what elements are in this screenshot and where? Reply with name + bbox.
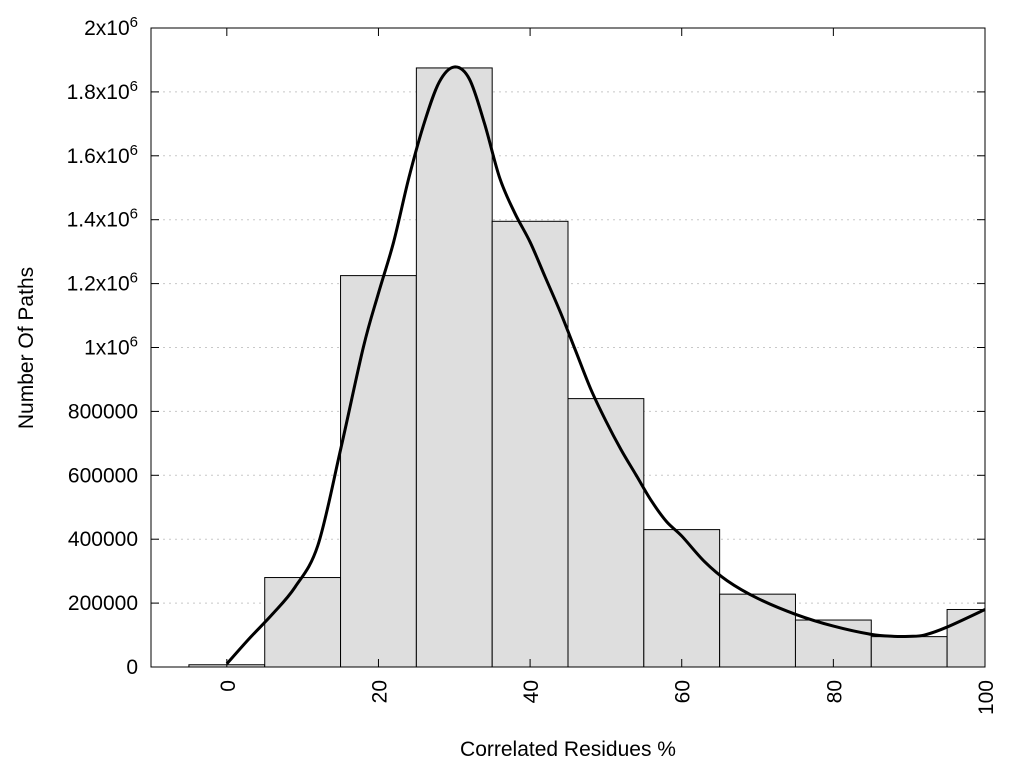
histogram-bar: [643, 529, 721, 668]
x-tick-label: 100: [975, 680, 998, 715]
histogram-bar: [567, 398, 645, 668]
x-tick-label: 40: [520, 680, 543, 703]
y-tick-label: 200000: [68, 592, 138, 615]
x-axis-ticks: 0 20 40 60 80 100: [217, 28, 998, 715]
y-axis-ticks: 0 200000 400000 600000 800000 1x106 1.2x106 1.4…: [67, 14, 985, 679]
y-axis-title: Number Of Paths: [15, 267, 38, 429]
histogram-bar: [264, 577, 342, 668]
y-tick-label: 1x106: [84, 334, 138, 360]
y-tick-label: 400000: [68, 528, 138, 551]
x-tick-label: 80: [823, 680, 846, 703]
x-axis-title: Correlated Residues %: [460, 738, 676, 761]
y-tick-label: 1.2x106: [67, 270, 138, 296]
y-tick-label: 1.8x106: [67, 78, 138, 104]
y-tick-label: 1.6x106: [67, 142, 138, 168]
x-tick-label: 0: [217, 680, 240, 692]
y-tick-label: 2x106: [84, 14, 138, 40]
histogram-bar: [719, 593, 796, 668]
y-tick-label: 1.4x106: [67, 206, 138, 232]
y-tick-label: 600000: [68, 464, 138, 487]
histogram-bar: [870, 636, 948, 668]
x-tick-label: 60: [672, 680, 695, 703]
histogram-bar: [491, 220, 569, 668]
histogram-bars: [188, 67, 986, 668]
y-tick-label: 0: [126, 656, 138, 679]
density-curve-layer: [225, 65, 986, 665]
density-curve: [225, 65, 986, 665]
histogram-bar: [415, 67, 493, 668]
histogram-bar: [340, 275, 417, 668]
y-tick-label: 800000: [68, 400, 138, 423]
x-tick-label: 20: [368, 680, 391, 703]
